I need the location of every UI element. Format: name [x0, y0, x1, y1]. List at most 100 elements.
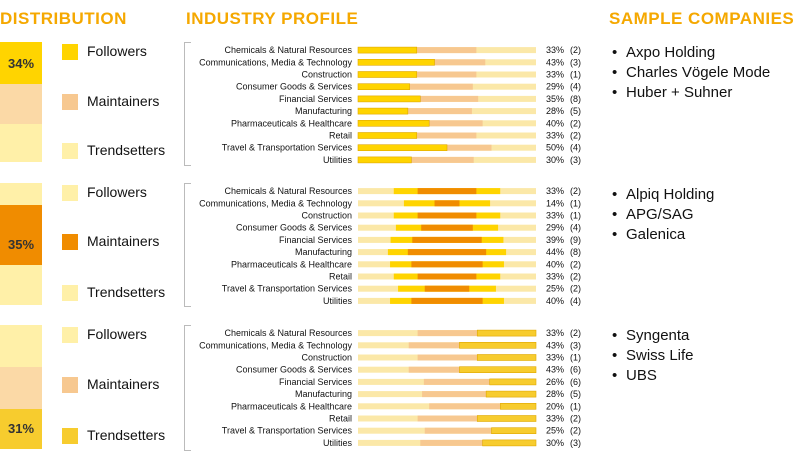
- value-label: 33%: [546, 353, 564, 363]
- bar-context: [408, 342, 460, 349]
- category-label: Consumer Goods & Services: [236, 223, 353, 233]
- count-label: (3): [570, 340, 581, 350]
- category-label: Pharmaceuticals & Healthcare: [231, 401, 352, 411]
- bar: [459, 366, 537, 374]
- category-label: Retail: [329, 414, 352, 424]
- category-label: Financial Services: [279, 235, 353, 245]
- bar: [476, 415, 537, 422]
- category-label: Manufacturing: [295, 106, 352, 116]
- legend-swatch-followers: [62, 44, 78, 60]
- category-label: Communications, Media & Technology: [199, 198, 352, 208]
- bullet-icon: •: [612, 64, 618, 81]
- count-label: (2): [570, 131, 581, 141]
- bar: [424, 285, 470, 292]
- bar: [459, 341, 537, 349]
- legend-swatch-followers: [62, 185, 78, 201]
- category-label: Chemicals & Natural Resources: [224, 328, 352, 338]
- category-label: Retail: [329, 272, 352, 282]
- count-label: (6): [570, 377, 581, 387]
- bullet-icon: •: [612, 347, 618, 364]
- bar: [357, 144, 448, 151]
- company-name: UBS: [626, 367, 657, 384]
- count-label: (6): [570, 365, 581, 375]
- bullet-icon: •: [612, 367, 618, 384]
- count-label: (1): [570, 70, 581, 80]
- value-label: 33%: [546, 272, 564, 282]
- distribution-segment-trendsetters: [0, 265, 42, 305]
- count-label: (2): [570, 259, 581, 269]
- count-label: (3): [570, 155, 581, 165]
- bar-context: [416, 132, 477, 139]
- legend-swatch-maintainers: [62, 377, 78, 393]
- value-label: 35%: [546, 94, 564, 104]
- value-label: 25%: [546, 426, 564, 436]
- category-label: Consumer Goods & Services: [236, 365, 353, 375]
- count-label: (9): [570, 235, 581, 245]
- bar: [500, 403, 537, 410]
- category-label: Pharmaceuticals & Healthcare: [231, 118, 352, 128]
- category-label: Chemicals & Natural Resources: [224, 45, 352, 55]
- count-label: (5): [570, 389, 581, 399]
- value-label: 43%: [546, 340, 564, 350]
- value-label: 39%: [546, 235, 564, 245]
- legend-label-trendsetters: Trendsetters: [87, 427, 166, 443]
- bar: [357, 120, 430, 127]
- count-label: (3): [570, 57, 581, 67]
- count-label: (4): [570, 296, 581, 306]
- value-label: 43%: [546, 57, 564, 67]
- count-label: (1): [570, 211, 581, 221]
- bar: [357, 156, 412, 164]
- company-item: • Axpo Holding: [612, 44, 715, 61]
- bar-context: [420, 95, 479, 102]
- company-name: Charles Vögele Mode: [626, 64, 771, 81]
- legend-label-followers: Followers: [87, 43, 147, 59]
- company-item: • APG/SAG: [612, 206, 694, 223]
- count-label: (4): [570, 143, 581, 153]
- value-label: 28%: [546, 106, 564, 116]
- value-label: 40%: [546, 118, 564, 128]
- value-label: 33%: [546, 70, 564, 80]
- distribution-percent: 34%: [7, 56, 35, 71]
- company-name: Syngenta: [626, 327, 690, 344]
- value-label: 50%: [546, 143, 564, 153]
- category-label: Travel & Transportation Services: [222, 284, 353, 294]
- bar: [357, 83, 410, 91]
- company-item: • Galenica: [612, 226, 685, 243]
- bullet-icon: •: [612, 44, 618, 61]
- bar: [482, 439, 537, 447]
- bar-context: [447, 144, 492, 151]
- category-label: Travel & Transportation Services: [222, 426, 353, 436]
- distribution-segment-followers: [0, 325, 42, 367]
- value-label: 30%: [546, 155, 564, 165]
- count-label: (2): [570, 45, 581, 55]
- category-label: Travel & Transportation Services: [222, 143, 353, 153]
- legend-label-trendsetters: Trendsetters: [87, 284, 166, 300]
- industry-profile-chart-maintainers: Chemicals & Natural Resources 33% (2) Commu…: [199, 186, 581, 306]
- bar-context: [416, 71, 477, 78]
- distribution-segment-maintainers: [0, 367, 42, 409]
- value-label: 33%: [546, 131, 564, 141]
- legend-swatch-trendsetters: [62, 428, 78, 444]
- distribution-segment-maintainers: [0, 84, 42, 124]
- distribution-header: DISTRIBUTION: [0, 9, 127, 28]
- bar: [412, 236, 482, 243]
- value-label: 33%: [546, 211, 564, 221]
- company-name: APG/SAG: [626, 206, 694, 223]
- bar: [357, 132, 418, 139]
- count-label: (8): [570, 247, 581, 257]
- company-item: • Syngenta: [612, 327, 689, 344]
- bar-context: [416, 47, 477, 54]
- value-label: 29%: [546, 82, 564, 92]
- legend-swatch-maintainers: [62, 94, 78, 110]
- bar: [417, 188, 477, 195]
- count-label: (8): [570, 94, 581, 104]
- bar-context: [424, 427, 492, 434]
- bar-context: [408, 366, 460, 373]
- category-label: Financial Services: [279, 377, 353, 387]
- bar: [411, 261, 483, 268]
- bar: [476, 329, 537, 337]
- bar: [357, 95, 421, 103]
- bar-context: [409, 83, 473, 90]
- bar: [357, 107, 409, 115]
- company-name: Huber + Suhner: [626, 84, 733, 101]
